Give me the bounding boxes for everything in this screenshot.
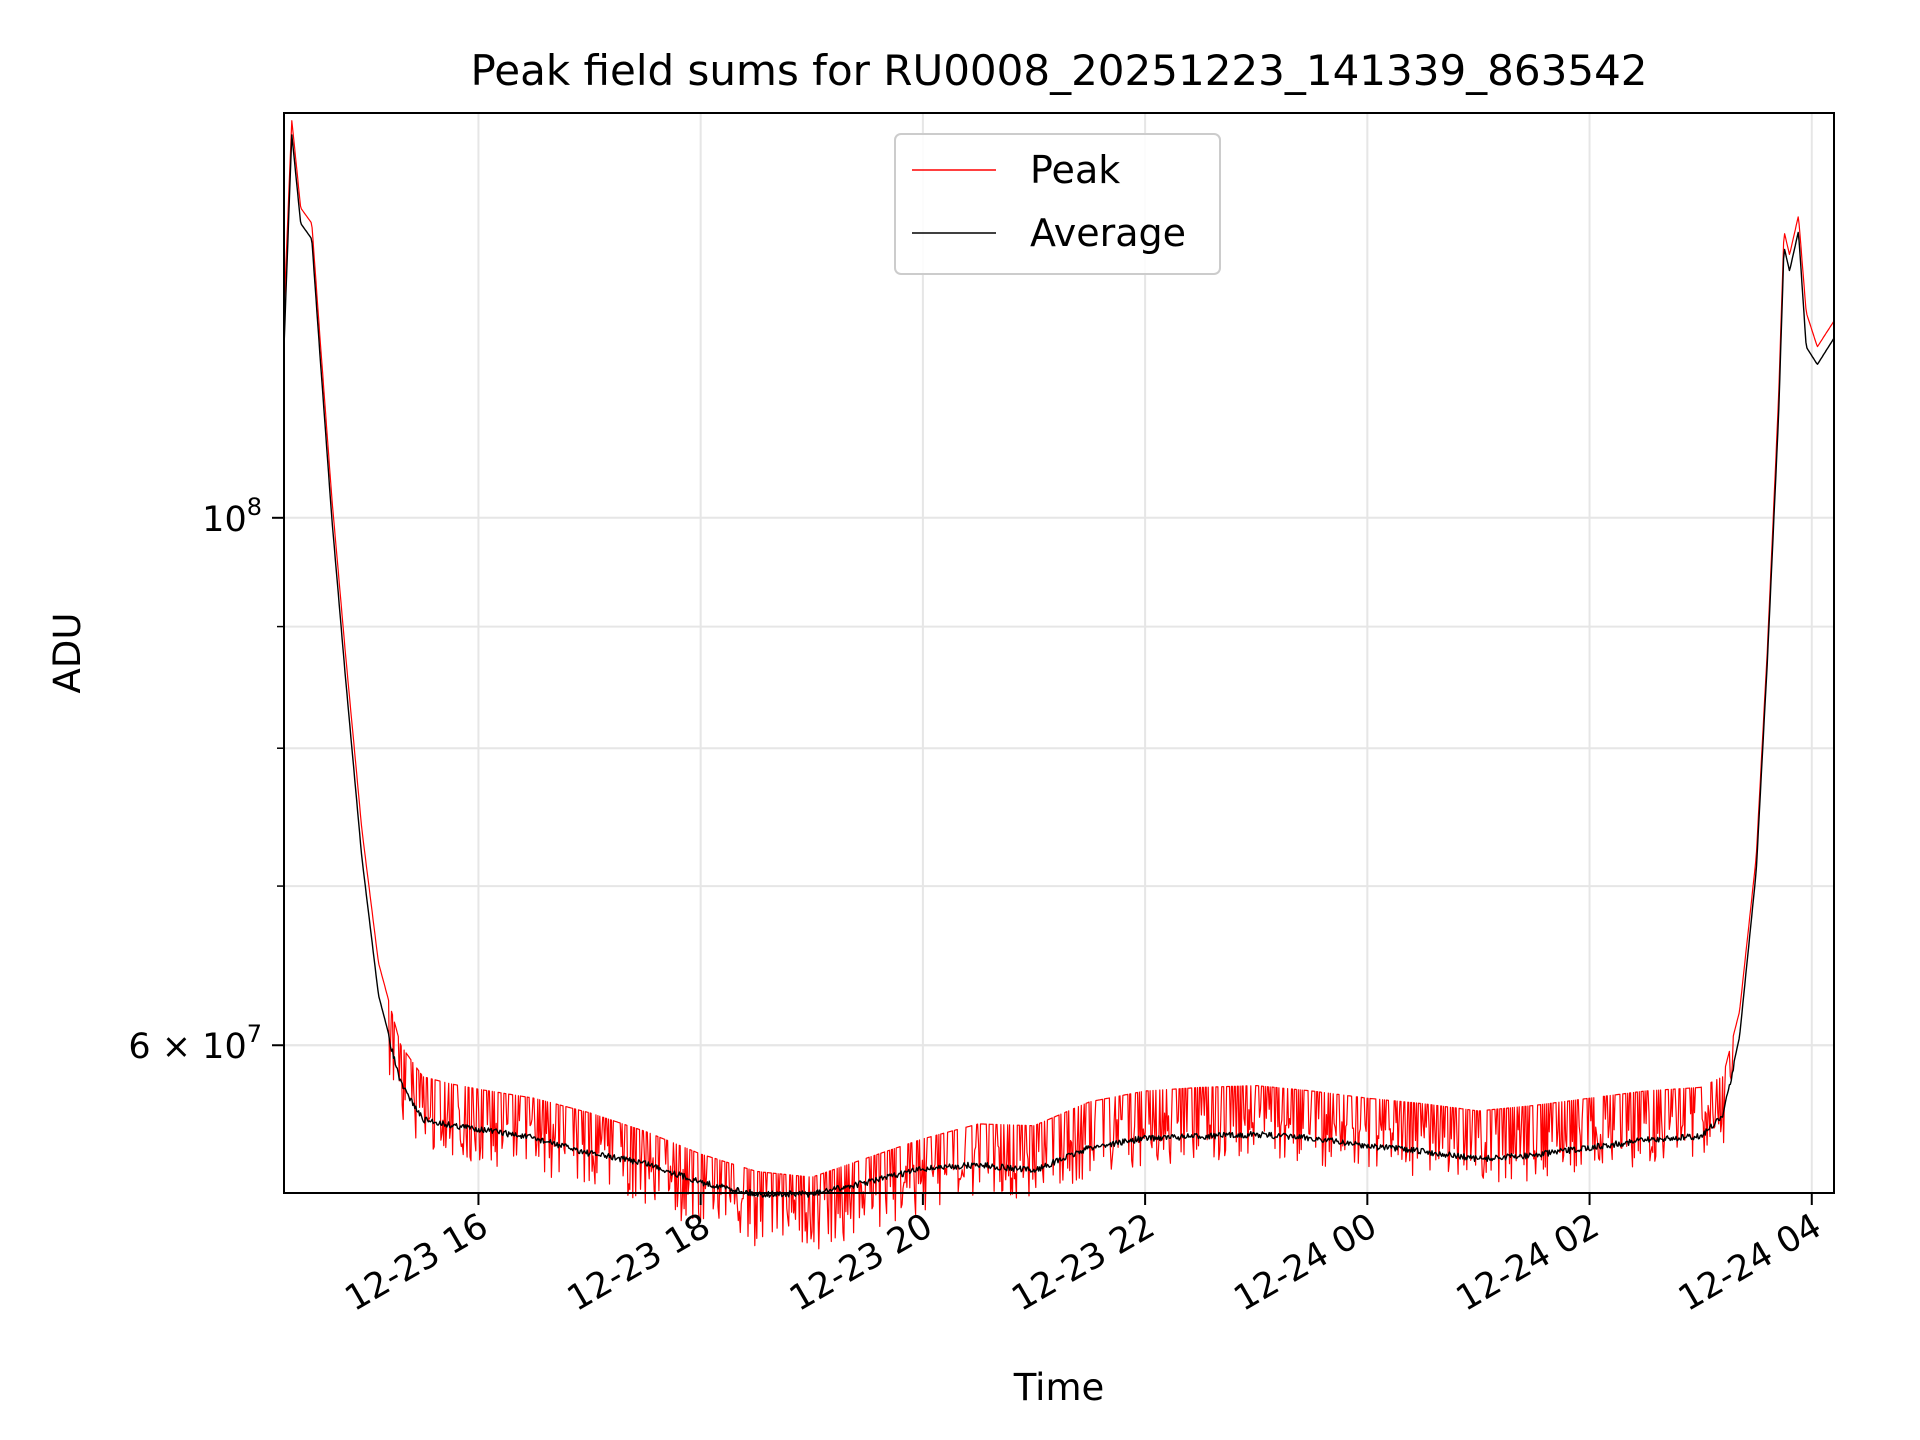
legend-label-average: Average (1030, 211, 1186, 255)
plot-frame (283, 112, 1835, 1194)
legend-box (894, 133, 1221, 275)
y-tick-label-0: 6 × 107 (128, 1020, 262, 1067)
y-tick-exponent-1: 8 (247, 493, 262, 521)
y-tick-exponent-0: 7 (247, 1020, 262, 1048)
y-axis-label: ADU (46, 613, 89, 694)
chart-title: Peak field sums for RU0008_20251223_1413… (470, 46, 1647, 95)
legend: Peak Average (894, 133, 1221, 275)
series-layer (283, 120, 1835, 1250)
grid (284, 113, 1834, 1193)
y-tick-label-1: 108 (202, 493, 262, 540)
series-line-average (283, 134, 1835, 1198)
series-line-peak (283, 120, 1835, 1250)
y-axis: 6 × 107 108 (128, 493, 284, 1067)
legend-label-peak: Peak (1030, 148, 1120, 192)
x-axis-label: Time (1013, 1366, 1105, 1409)
